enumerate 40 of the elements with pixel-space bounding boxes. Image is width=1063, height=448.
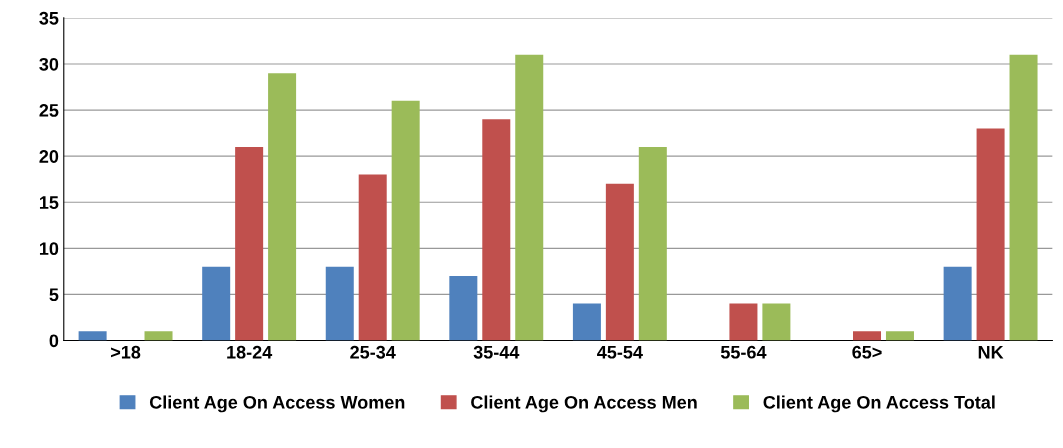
x-tick-label: 65> (852, 345, 882, 359)
x-tick-label: NK (978, 346, 1004, 359)
x-tick-label: 55-64 (720, 345, 767, 359)
y-tick-label: 35 (39, 11, 59, 25)
bar (202, 266, 231, 341)
bar (572, 303, 601, 341)
y-tick-label: 15 (39, 196, 59, 209)
x-tick-label: 25-34 (350, 345, 396, 359)
bar (885, 331, 914, 341)
y-tick-label: 0 (49, 334, 59, 348)
bar (358, 174, 387, 341)
bar (1009, 54, 1038, 341)
y-tick-label: 5 (49, 288, 59, 302)
bar (515, 54, 544, 341)
bar (235, 146, 264, 341)
bar (325, 266, 354, 341)
legend-label: Client Age On Access Total (763, 395, 995, 413)
bar (853, 331, 882, 341)
bar (78, 331, 107, 341)
x-tick-label: 18-24 (227, 345, 273, 359)
x-tick-label: 45-54 (597, 346, 643, 359)
bar (976, 128, 1005, 341)
y-tick-label: 25 (39, 104, 59, 117)
bar (943, 266, 972, 341)
y-tick-label: 20 (39, 150, 59, 163)
bar (729, 303, 758, 341)
bar (482, 119, 511, 341)
bar (391, 100, 420, 341)
legend-label: Client Age On Access Men (471, 395, 697, 413)
x-tick-label: 35-44 (473, 345, 520, 359)
legend-label: Client Age On Access Women (149, 395, 405, 413)
y-tick-label: 10 (39, 242, 59, 256)
bar (762, 303, 791, 341)
x-tick-label: >18 (111, 345, 141, 359)
y-tick-label: 30 (39, 57, 59, 71)
bar (268, 73, 297, 341)
bar (144, 331, 173, 341)
bar (638, 146, 667, 341)
bar (605, 183, 634, 341)
bar (449, 275, 478, 341)
